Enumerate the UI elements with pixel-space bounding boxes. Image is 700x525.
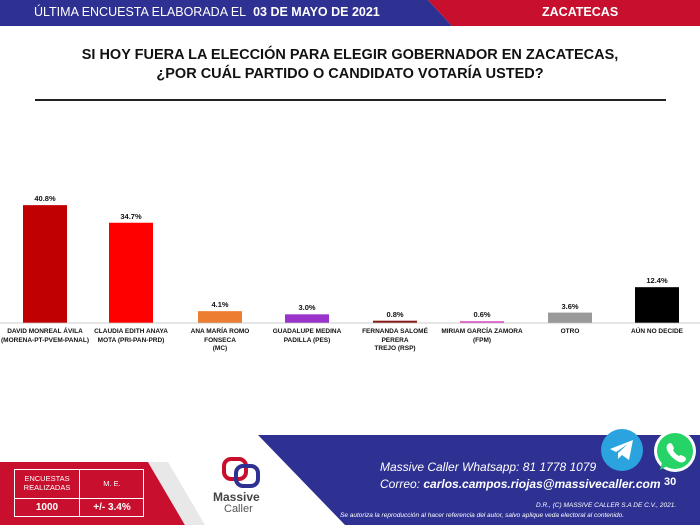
stats-value-margin: +/- 3.4% — [93, 502, 131, 513]
bar-value-label-3: 4.1% — [211, 300, 229, 310]
category-label-1-line-2: (MORENA-PT-PVEM-PANAL) — [1, 336, 89, 344]
email-address[interactable]: carlos.campos.riojas@massivecaller.com — [423, 477, 661, 491]
stats-table: ENCUESTAS REALIZADAS M. E. 1000 +/- 3.4% — [14, 469, 144, 517]
email-label: Correo: — [380, 477, 421, 491]
bar-3 — [198, 311, 242, 323]
category-label-3-line-1: ANA MARÍA ROMO FONSECA — [190, 328, 250, 344]
bar-value-label-6: 0.6% — [473, 310, 491, 320]
disclaimer-text: Se autoriza la reproducción al hacer ref… — [340, 512, 625, 519]
header-bar — [0, 0, 700, 26]
footer-background — [0, 435, 700, 525]
category-label-5-line-1: FERNANDA SALOMÉ PERERA — [362, 328, 428, 344]
category-label-4-line-1: GUADALUPE MEDINA — [272, 328, 342, 335]
bar-6 — [460, 321, 504, 323]
stats-header-surveys: ENCUESTAS REALIZADAS — [23, 474, 71, 492]
email-contact: Correo: carlos.campos.riojas@massivecall… — [380, 477, 661, 491]
category-label-2-line-2: MOTA (PRI-PAN-PRD) — [97, 336, 165, 344]
page-number: 30 — [664, 476, 677, 488]
question-line-2: ¿POR CUÁL PARTIDO O CANDIDATO VOTARÍA US… — [156, 66, 544, 82]
whatsapp-number[interactable]: 81 1778 1079 — [522, 460, 597, 474]
category-label-2: CLAUDIA EDITH ANAYA MOTA (PRI-PAN-PRD) — [86, 328, 176, 345]
bar-1 — [23, 205, 67, 323]
question-line-1: SI HOY FUERA LA ELECCIÓN PARA ELEGIR GOB… — [81, 47, 619, 63]
stats-table-divider-v — [79, 470, 80, 516]
stats-header-margin: M. E. — [103, 479, 121, 488]
telegram-icon[interactable] — [600, 428, 644, 472]
category-label-1: DAVID MONREAL ÁVILA (MORENA-PT-PVEM-PANAL… — [0, 328, 90, 345]
bar-value-label-4: 3.0% — [298, 303, 316, 313]
bar-7 — [548, 312, 592, 323]
category-label-4: GUADALUPE MEDINA PADILLA (PES) — [262, 328, 352, 345]
category-label-5-line-2: TREJO (RSP) — [374, 345, 416, 352]
bar-8 — [635, 287, 679, 323]
category-label-6: MIRIAM GARCÍA ZAMORA (FPM) — [437, 328, 527, 345]
category-label-2-line-1: CLAUDIA EDITH ANAYA — [94, 328, 168, 335]
whatsapp-contact: Massive Caller Whatsapp: 81 1778 1079 — [380, 460, 596, 474]
bar-5 — [373, 320, 417, 323]
stats-table-divider-h — [15, 498, 143, 499]
survey-date-text: ÚLTIMA ENCUESTA ELABORADA EL 03 DE MAYO … — [34, 5, 380, 19]
survey-date: 03 DE MAYO DE 2021 — [253, 5, 380, 19]
category-label-8: AÚN NO DECIDE — [612, 328, 700, 337]
category-label-5: FERNANDA SALOMÉ PERERA TREJO (RSP) — [350, 328, 440, 354]
stats-value-surveys: 1000 — [35, 502, 59, 513]
brand-name-line1: Massive — [213, 490, 260, 504]
bar-value-label-1: 40.8% — [34, 194, 56, 204]
vote-intention-bar-chart — [0, 205, 700, 324]
region-label: ZACATECAS — [542, 5, 619, 19]
copyright-text: D.R., (C) MASSIVE CALLER S.A DE C.V., 20… — [536, 502, 677, 509]
category-label-1-line-1: DAVID MONREAL ÁVILA — [7, 328, 83, 335]
title-divider — [35, 99, 666, 101]
category-label-3: ANA MARÍA ROMO FONSECA (MC) — [175, 328, 265, 354]
category-label-6-line-2: (FPM) — [472, 336, 492, 344]
brand-name-line2: Caller — [224, 503, 253, 515]
category-label-6-line-1: MIRIAM GARCÍA ZAMORA — [441, 328, 523, 335]
category-label-8-line-1: AÚN NO DECIDE — [630, 328, 683, 335]
bar-value-label-5: 0.8% — [386, 309, 404, 319]
whatsapp-icon[interactable] — [652, 428, 698, 474]
bar-value-label-8: 12.4% — [646, 276, 668, 286]
category-label-3-line-2: (MC) — [212, 345, 228, 352]
survey-prefix: ÚLTIMA ENCUESTA ELABORADA EL — [34, 5, 247, 19]
whatsapp-label: Massive Caller Whatsapp: — [380, 460, 520, 474]
category-label-4-line-2: PADILLA (PES) — [283, 336, 331, 344]
category-label-7: OTRO — [525, 328, 615, 337]
bar-value-label-7: 3.6% — [561, 301, 579, 311]
massive-caller-logo-icon — [222, 457, 260, 488]
bar-value-label-2: 34.7% — [120, 211, 142, 221]
bar-4 — [285, 314, 329, 323]
bar-2 — [109, 222, 153, 323]
category-label-7-line-1: OTRO — [560, 328, 580, 335]
